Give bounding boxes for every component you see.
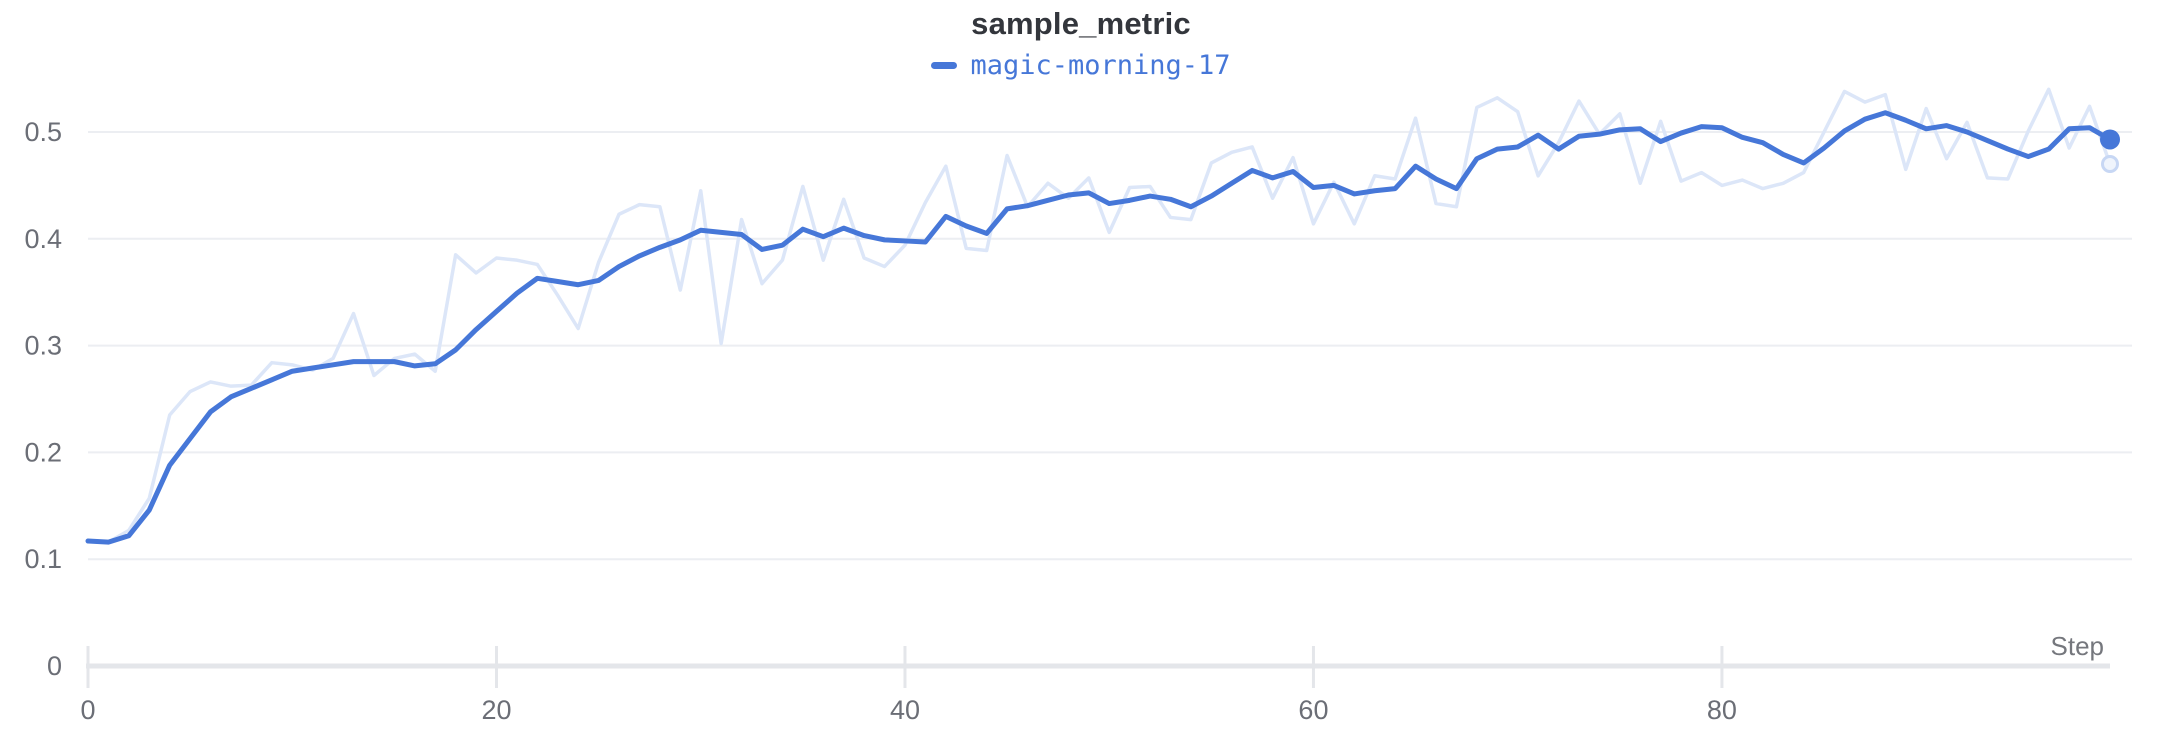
legend-run-name: magic-morning-17 bbox=[970, 50, 1231, 81]
x-tick-label: 0 bbox=[80, 695, 95, 725]
raw-series-line bbox=[86, 87, 2112, 544]
x-tick-label: 80 bbox=[1707, 695, 1737, 725]
x-axis-title: Step bbox=[2051, 631, 2105, 661]
y-tick-label: 0.4 bbox=[24, 224, 62, 254]
smoothed-series-line[interactable] bbox=[85, 110, 2113, 545]
y-tick-label: 0.2 bbox=[24, 437, 62, 467]
x-tick-label: 60 bbox=[1298, 695, 1328, 725]
chart-title: sample_metric bbox=[971, 6, 1191, 41]
y-tick-label: 0.3 bbox=[24, 331, 62, 361]
x-tick-label: 40 bbox=[890, 695, 920, 725]
series-endpoint-dot[interactable] bbox=[2100, 129, 2120, 150]
raw-endpoint-ring bbox=[2101, 155, 2119, 174]
y-tick-label: 0.5 bbox=[24, 117, 62, 147]
x-tick-label: 20 bbox=[481, 695, 511, 725]
legend[interactable]: magic-morning-17 bbox=[0, 50, 2162, 81]
legend-line-swatch bbox=[931, 62, 958, 69]
y-tick-label: 0.1 bbox=[24, 544, 62, 574]
y-tick-label: 0 bbox=[47, 651, 62, 681]
